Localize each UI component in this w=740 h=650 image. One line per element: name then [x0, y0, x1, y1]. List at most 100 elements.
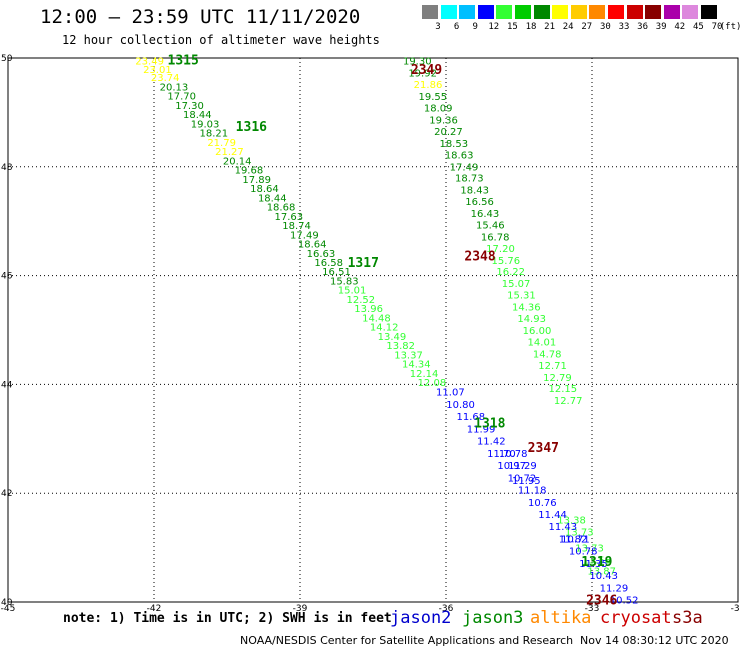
swh-value-label: 12.08	[418, 378, 447, 389]
x-tick-label: -45	[1, 604, 16, 614]
swh-value-label: 20.14	[223, 156, 252, 167]
swh-value-label: 12.15	[548, 384, 577, 395]
swh-value-label: 23.01	[143, 65, 172, 76]
swh-value-label: 16.43	[471, 209, 500, 220]
swh-value-label: 10.43	[589, 571, 618, 582]
swh-value-label: 16.00	[523, 326, 552, 337]
swh-value-label: 21.79	[207, 138, 236, 149]
pass-number-label: 1318	[474, 416, 505, 431]
legend-swatch	[626, 5, 643, 19]
legend-swatch-label: 6	[453, 22, 460, 32]
swh-value-label: 17.63	[274, 212, 303, 223]
swh-value-label: 14.01	[528, 337, 557, 348]
swh-value-label: 14.78	[533, 349, 562, 360]
swh-value-label: 17.89	[242, 175, 271, 186]
legend-swatch	[608, 5, 624, 19]
pass-number-label: 2348	[464, 249, 495, 264]
legend-swatch-label: 12	[488, 22, 500, 32]
swh-value-label: 10.80	[446, 400, 475, 411]
swh-value-label: 15.83	[330, 276, 359, 287]
swh-value-label: 14.93	[517, 314, 546, 325]
legend-swatch-label: 24	[562, 22, 574, 32]
legend-swatch	[570, 5, 587, 19]
legend-swatch-label: 21	[544, 22, 556, 32]
swh-value-label: 18.44	[258, 193, 287, 204]
legend-swatch	[645, 5, 662, 19]
swh-value-label: 20.13	[160, 82, 189, 93]
legend-swatch	[459, 5, 476, 19]
swh-value-label: 19.68	[235, 166, 264, 177]
swh-value-label: 12.77	[554, 396, 583, 407]
legend-swatch-label: 45	[692, 22, 704, 32]
legend-swatch	[589, 5, 606, 19]
swh-value-label: 21.27	[215, 147, 244, 158]
chart-subtitle: 12 hour collection of altimeter wave hei…	[62, 33, 380, 47]
swh-value-label: 11.18	[518, 485, 547, 496]
x-tick-label: -36	[439, 604, 454, 614]
swh-value-label: 15.76	[492, 256, 521, 267]
credit-line: NOAA/NESDIS Center for Satellite Applica…	[240, 634, 574, 647]
swh-value-label: 11.68	[456, 412, 485, 423]
legend-swatch-label: 39	[655, 22, 667, 32]
swh-value-label: 17.70	[167, 92, 196, 103]
legend-swatch	[515, 5, 531, 19]
satellite-label-jason3: jason3	[462, 608, 524, 628]
swh-value-label: 16.51	[322, 267, 351, 278]
swh-value-label: 10.78	[499, 449, 528, 460]
y-tick-label: 44	[1, 380, 13, 390]
swh-value-label: 13.58	[583, 556, 612, 567]
swh-value-label: 10.72	[508, 473, 537, 484]
swh-value-label: 11.70	[487, 449, 516, 460]
swh-value-label: 14.48	[362, 313, 391, 324]
legend-unit: (ft)	[719, 22, 740, 32]
swh-value-label: 10.52	[610, 595, 639, 606]
footnote: note: 1) Time is in UTC; 2) SWH is in fe…	[63, 611, 392, 626]
chart-title: 12:00 — 23:59 UTC 11/11/2020	[40, 6, 361, 28]
x-tick-label: -33	[585, 604, 600, 614]
swh-value-label: 13.38	[557, 515, 586, 526]
swh-value-label: 17.49	[450, 162, 479, 173]
y-tick-label: 48	[1, 163, 13, 173]
satellite-label-altika: altika	[530, 608, 592, 628]
swh-value-label: 11.29	[600, 583, 629, 594]
swh-value-label: 16.56	[465, 197, 494, 208]
swh-value-label: 18.53	[439, 139, 468, 150]
swh-value-label: 15.31	[507, 291, 536, 302]
legend-swatch	[552, 5, 569, 19]
legend-swatch-label: 30	[599, 22, 611, 32]
swh-value-label: 17.49	[290, 230, 319, 241]
y-tick-label: 50	[1, 54, 13, 64]
pass-number-label: 1317	[348, 256, 379, 271]
swh-value-label: 13.49	[378, 332, 407, 343]
swh-value-label: 17.30	[175, 101, 204, 112]
x-tick-label: -30	[731, 604, 740, 614]
swh-value-label: 10.76	[528, 498, 557, 509]
satellite-label-jason2: jason2	[390, 608, 452, 628]
swh-value-label: 14.34	[402, 360, 431, 371]
swh-value-label: 10.71	[561, 534, 590, 545]
satellite-label-cryosat: cryosat	[600, 608, 672, 628]
swh-value-label: 16.58	[314, 258, 343, 269]
legend-swatch-label: 36	[637, 22, 649, 32]
pass-number-label: 2347	[528, 441, 559, 456]
legend-swatch-label: 27	[581, 22, 593, 32]
pass-number-label: 2346	[586, 593, 617, 608]
legend-swatch-label: 70	[711, 22, 723, 32]
swh-value-label: 11.99	[467, 424, 496, 435]
x-tick-label: -42	[147, 604, 162, 614]
swh-value-label: 10.97	[497, 461, 526, 472]
swh-value-label: 16.78	[481, 232, 510, 243]
swh-value-label: 19.03	[191, 119, 220, 130]
legend-swatch-label: 9	[472, 22, 478, 32]
swh-value-label: 18.64	[250, 184, 279, 195]
swh-value-label: 12.71	[538, 361, 567, 372]
swh-value-label: 19.30	[403, 57, 432, 68]
swh-value-label: 17.20	[486, 244, 515, 255]
legend-swatch-label: 18	[525, 22, 537, 32]
plot-frame	[7, 57, 739, 603]
pass-number-label: 1319	[581, 555, 612, 570]
swh-value-label: 18.74	[282, 221, 311, 232]
swh-value-label: 12.14	[410, 369, 439, 380]
swh-value-label: 13.87	[587, 566, 616, 577]
